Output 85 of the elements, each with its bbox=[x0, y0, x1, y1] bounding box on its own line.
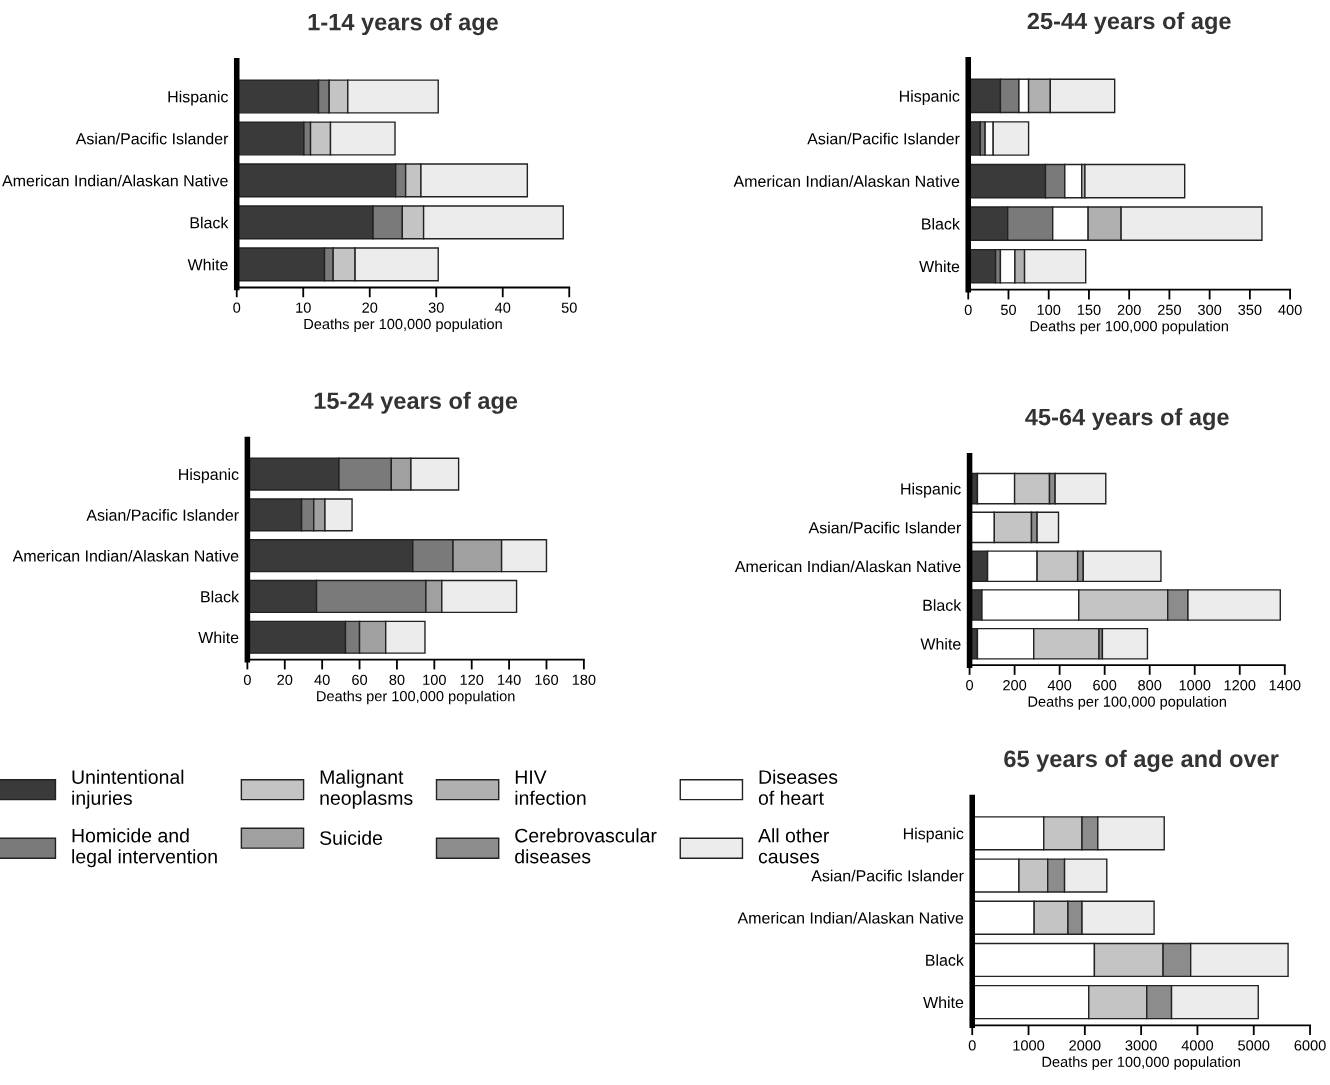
x-tick-label: 100 bbox=[1037, 304, 1061, 315]
x-tick-label: 50 bbox=[561, 302, 577, 313]
x-tick-label: 0 bbox=[966, 680, 974, 691]
x-tick-label: 1000 bbox=[1179, 680, 1211, 691]
y-tick-label: White bbox=[920, 637, 961, 650]
x-tick-label: 10 bbox=[296, 302, 311, 313]
y-tick-label: Hispanic bbox=[179, 468, 239, 484]
chart-title: 15-24 years of age bbox=[314, 391, 518, 414]
x-tick-label: 400 bbox=[1278, 304, 1302, 315]
x-tick-label: 5000 bbox=[1238, 1040, 1270, 1051]
x-axis-title: Deaths per 100,000 population bbox=[317, 690, 515, 705]
x-tick-label: 160 bbox=[535, 674, 559, 685]
x-tick-label: 140 bbox=[498, 674, 521, 685]
chart-title: 65 years of age and over bbox=[1004, 749, 1279, 772]
x-tick-label: 20 bbox=[277, 674, 293, 685]
x-tick-label: 1400 bbox=[1269, 680, 1301, 691]
x-tick-label: 300 bbox=[1198, 304, 1222, 315]
y-tick-label: American Indian/Alaskan Native bbox=[12, 549, 239, 562]
legend-label: HIV infection bbox=[515, 770, 586, 805]
x-tick-label: 20 bbox=[362, 302, 378, 313]
y-tick-label: American Indian/Alaskan Native bbox=[737, 911, 964, 924]
x-axis-title: Deaths per 100,000 population bbox=[1030, 320, 1228, 335]
x-tick-label: 180 bbox=[572, 674, 596, 685]
x-axis-title: Deaths per 100,000 population bbox=[1028, 696, 1226, 710]
x-tick-label: 150 bbox=[1077, 304, 1101, 315]
x-axis-title: Deaths per 100,000 population bbox=[304, 318, 502, 333]
y-tick-label: American Indian/Alaskan Native bbox=[733, 175, 960, 188]
y-tick-label: White bbox=[198, 631, 239, 644]
y-tick-label: White bbox=[923, 996, 964, 1009]
x-tick-label: 0 bbox=[968, 1040, 976, 1051]
y-tick-label: Asian/Pacific Islander bbox=[86, 509, 239, 521]
x-tick-label: 6000 bbox=[1294, 1040, 1326, 1051]
x-tick-label: 200 bbox=[1003, 680, 1027, 691]
x-tick-label: 350 bbox=[1238, 304, 1262, 315]
legend-label: Diseases of heart bbox=[758, 769, 838, 805]
x-tick-label: 120 bbox=[460, 674, 484, 685]
x-tick-label: 1200 bbox=[1224, 680, 1256, 691]
x-tick-label: 40 bbox=[494, 302, 511, 313]
y-tick-label: Asian/Pacific Islander bbox=[75, 132, 229, 145]
y-tick-label: Black bbox=[926, 954, 964, 966]
x-tick-label: 250 bbox=[1157, 304, 1181, 315]
x-tick-label: 1000 bbox=[1013, 1040, 1045, 1051]
y-tick-label: Asian/Pacific Islander bbox=[807, 132, 960, 145]
y-tick-label: Hispanic bbox=[901, 482, 961, 498]
y-tick-label: American Indian/Alaskan Native bbox=[2, 174, 228, 187]
x-tick-label: 40 bbox=[314, 674, 330, 685]
bar bbox=[1084, 163, 1186, 199]
y-tick-label: Asian/Pacific Islander bbox=[811, 869, 964, 882]
x-tick-label: 3000 bbox=[1125, 1040, 1157, 1051]
y-tick-label: White bbox=[187, 258, 228, 271]
legend-label: Homicide and legal intervention bbox=[72, 828, 217, 868]
y-tick-label: White bbox=[919, 260, 960, 273]
chart-title: 25-44 years of age bbox=[1027, 12, 1231, 35]
y-tick-label: Hispanic bbox=[899, 90, 960, 105]
x-tick-label: 30 bbox=[428, 302, 444, 313]
bar bbox=[1101, 627, 1149, 660]
x-tick-label: 200 bbox=[1117, 304, 1141, 315]
y-tick-label: Black bbox=[923, 599, 962, 611]
y-tick-label: Black bbox=[922, 217, 960, 230]
y-tick-label: Black bbox=[201, 590, 240, 603]
x-tick-label: 800 bbox=[1138, 680, 1162, 691]
x-axis-title: Deaths per 100,000 population bbox=[1042, 1056, 1240, 1070]
x-tick-label: 4000 bbox=[1181, 1040, 1214, 1051]
chart-title: 1-14 years of age bbox=[308, 13, 498, 36]
y-tick-label: Hispanic bbox=[168, 90, 228, 106]
x-tick-label: 0 bbox=[243, 674, 251, 685]
x-tick-label: 400 bbox=[1047, 680, 1072, 691]
legend-label: All other causes bbox=[758, 828, 830, 864]
legend-label: Malignant neoplasms bbox=[320, 769, 413, 809]
x-tick-label: 2000 bbox=[1069, 1040, 1101, 1051]
legend-label: Cerebrovascular diseases bbox=[515, 828, 657, 864]
legend-label: Unintentional injuries bbox=[72, 769, 184, 809]
x-tick-label: 0 bbox=[964, 304, 972, 315]
y-tick-label: Hispanic bbox=[903, 827, 964, 843]
x-tick-label: 80 bbox=[389, 674, 405, 685]
chart-title: 45-64 years of age bbox=[1025, 408, 1229, 431]
x-tick-label: 600 bbox=[1093, 680, 1117, 691]
y-tick-label: Asian/Pacific Islander bbox=[808, 521, 961, 534]
x-tick-label: 100 bbox=[423, 674, 446, 685]
legend-label: Suicide bbox=[320, 830, 383, 845]
y-tick-label: American Indian/Alaskan Native bbox=[734, 560, 961, 573]
x-tick-label: 50 bbox=[1000, 304, 1017, 315]
y-tick-label: Black bbox=[190, 216, 229, 229]
x-tick-label: 60 bbox=[352, 674, 368, 685]
x-tick-label: 0 bbox=[233, 302, 241, 313]
